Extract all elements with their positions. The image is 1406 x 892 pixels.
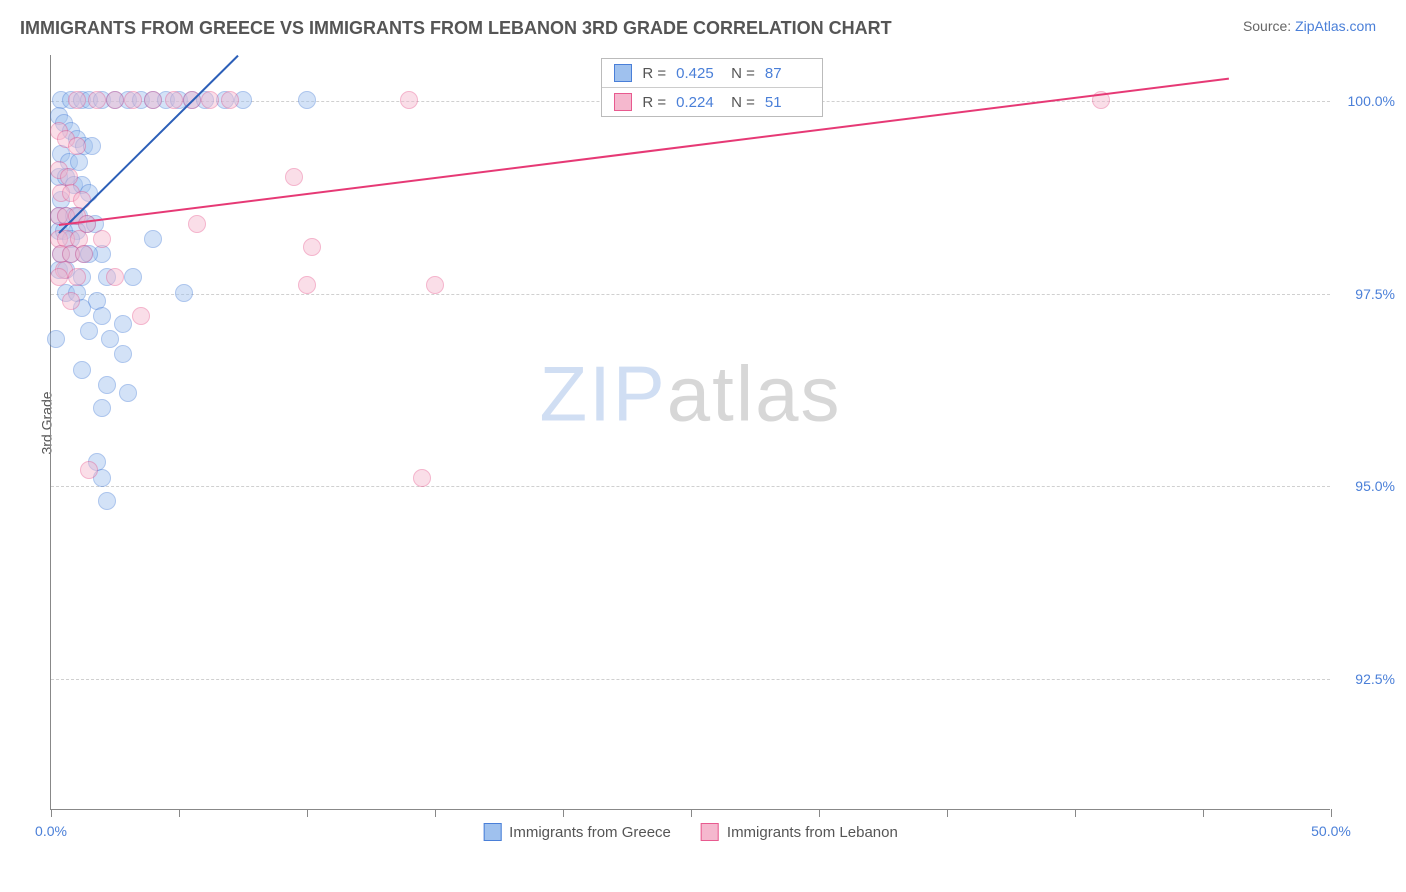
stats-row: R = 0.224 N = 51 [602, 87, 822, 116]
scatter-point [124, 268, 142, 286]
x-tick-label: 0.0% [35, 823, 67, 839]
scatter-point [106, 91, 124, 109]
scatter-point [50, 268, 68, 286]
gridline-h [51, 486, 1330, 487]
scatter-point [303, 238, 321, 256]
chart-header: IMMIGRANTS FROM GREECE VS IMMIGRANTS FRO… [0, 0, 1406, 47]
scatter-point [188, 215, 206, 233]
source-label: Source: ZipAtlas.com [1243, 18, 1376, 34]
x-tick [691, 809, 692, 817]
stat-r-label: R = [642, 65, 666, 82]
legend-swatch [483, 823, 501, 841]
stats-box: R = 0.425 N = 87 R = 0.224 N = 51 [601, 58, 823, 117]
chart-title: IMMIGRANTS FROM GREECE VS IMMIGRANTS FRO… [20, 18, 892, 39]
series-swatch [614, 93, 632, 111]
scatter-point [75, 245, 93, 263]
scatter-point [93, 307, 111, 325]
scatter-point [298, 91, 316, 109]
x-tick [307, 809, 308, 817]
x-tick [1203, 809, 1204, 817]
x-tick [51, 809, 52, 817]
x-tick [179, 809, 180, 817]
series-swatch [614, 64, 632, 82]
stats-row: R = 0.425 N = 87 [602, 59, 822, 87]
scatter-point [47, 330, 65, 348]
scatter-point [426, 276, 444, 294]
plot-area: ZIPatlas 92.5%95.0%97.5%100.0%0.0%50.0%R… [50, 55, 1330, 810]
source-link[interactable]: ZipAtlas.com [1295, 18, 1376, 34]
y-tick-label: 100.0% [1348, 93, 1395, 109]
scatter-point [285, 168, 303, 186]
x-tick-label: 50.0% [1311, 823, 1351, 839]
y-tick-label: 92.5% [1355, 671, 1395, 687]
x-tick [1075, 809, 1076, 817]
stat-n-label: N = [731, 94, 755, 111]
stat-n-value: 87 [765, 65, 810, 82]
watermark: ZIPatlas [539, 349, 841, 440]
gridline-h [51, 679, 1330, 680]
scatter-point [201, 91, 219, 109]
x-tick [435, 809, 436, 817]
scatter-point [83, 137, 101, 155]
scatter-point [132, 307, 150, 325]
x-tick [1331, 809, 1332, 817]
scatter-point [144, 91, 162, 109]
scatter-point [298, 276, 316, 294]
scatter-point [413, 469, 431, 487]
legend-item: Immigrants from Lebanon [701, 823, 898, 841]
x-tick [947, 809, 948, 817]
x-tick [563, 809, 564, 817]
stat-n-label: N = [731, 65, 755, 82]
scatter-point [221, 91, 239, 109]
scatter-point [68, 268, 86, 286]
scatter-point [165, 91, 183, 109]
scatter-point [124, 91, 142, 109]
legend-item: Immigrants from Greece [483, 823, 671, 841]
stat-n-value: 51 [765, 94, 810, 111]
legend-bottom: Immigrants from Greece Immigrants from Le… [483, 823, 898, 841]
scatter-point [80, 322, 98, 340]
scatter-point [70, 153, 88, 171]
scatter-point [114, 345, 132, 363]
y-tick-label: 95.0% [1355, 478, 1395, 494]
stat-r-value: 0.224 [676, 94, 721, 111]
scatter-point [114, 315, 132, 333]
scatter-point [98, 376, 116, 394]
scatter-point [101, 330, 119, 348]
legend-label: Immigrants from Greece [509, 824, 671, 841]
stat-r-label: R = [642, 94, 666, 111]
chart-container: 3rd Grade ZIPatlas 92.5%95.0%97.5%100.0%… [50, 55, 1390, 835]
y-tick-label: 97.5% [1355, 286, 1395, 302]
scatter-point [73, 361, 91, 379]
scatter-point [93, 230, 111, 248]
stat-r-value: 0.425 [676, 65, 721, 82]
scatter-point [88, 91, 106, 109]
scatter-point [98, 492, 116, 510]
scatter-point [68, 137, 86, 155]
legend-label: Immigrants from Lebanon [727, 824, 898, 841]
scatter-point [106, 268, 124, 286]
scatter-point [175, 284, 193, 302]
gridline-h [51, 294, 1330, 295]
scatter-point [68, 91, 86, 109]
x-tick [819, 809, 820, 817]
legend-swatch [701, 823, 719, 841]
scatter-point [144, 230, 162, 248]
scatter-point [62, 292, 80, 310]
scatter-point [119, 384, 137, 402]
scatter-point [93, 399, 111, 417]
scatter-point [80, 461, 98, 479]
scatter-point [400, 91, 418, 109]
